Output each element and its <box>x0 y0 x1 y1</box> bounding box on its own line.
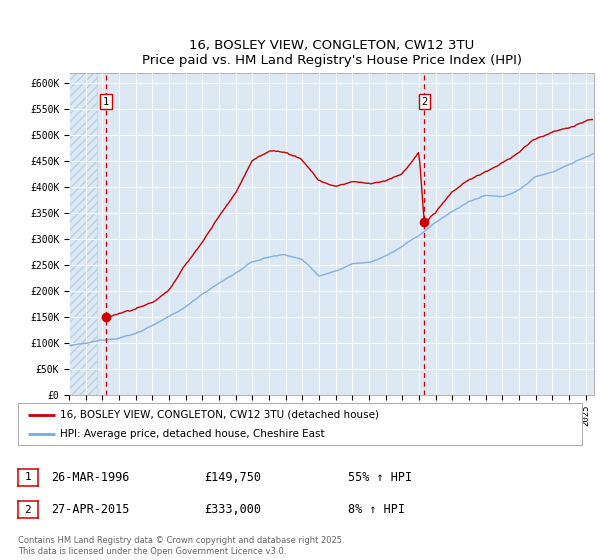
Text: 1: 1 <box>103 97 109 107</box>
Text: 16, BOSLEY VIEW, CONGLETON, CW12 3TU (detached house): 16, BOSLEY VIEW, CONGLETON, CW12 3TU (de… <box>60 409 379 419</box>
Bar <box>69 73 97 395</box>
Text: 1: 1 <box>25 472 31 482</box>
Text: 55% ↑ HPI: 55% ↑ HPI <box>348 470 412 484</box>
Text: HPI: Average price, detached house, Cheshire East: HPI: Average price, detached house, Ches… <box>60 429 325 439</box>
Text: 8% ↑ HPI: 8% ↑ HPI <box>348 503 405 516</box>
Text: 26-MAR-1996: 26-MAR-1996 <box>51 470 130 484</box>
Text: 2: 2 <box>421 97 427 107</box>
Text: £149,750: £149,750 <box>204 470 261 484</box>
Title: 16, BOSLEY VIEW, CONGLETON, CW12 3TU
Price paid vs. HM Land Registry's House Pri: 16, BOSLEY VIEW, CONGLETON, CW12 3TU Pri… <box>142 39 521 67</box>
Text: 2: 2 <box>25 505 31 515</box>
Text: Contains HM Land Registry data © Crown copyright and database right 2025.
This d: Contains HM Land Registry data © Crown c… <box>18 536 344 556</box>
Text: £333,000: £333,000 <box>204 503 261 516</box>
Text: 27-APR-2015: 27-APR-2015 <box>51 503 130 516</box>
